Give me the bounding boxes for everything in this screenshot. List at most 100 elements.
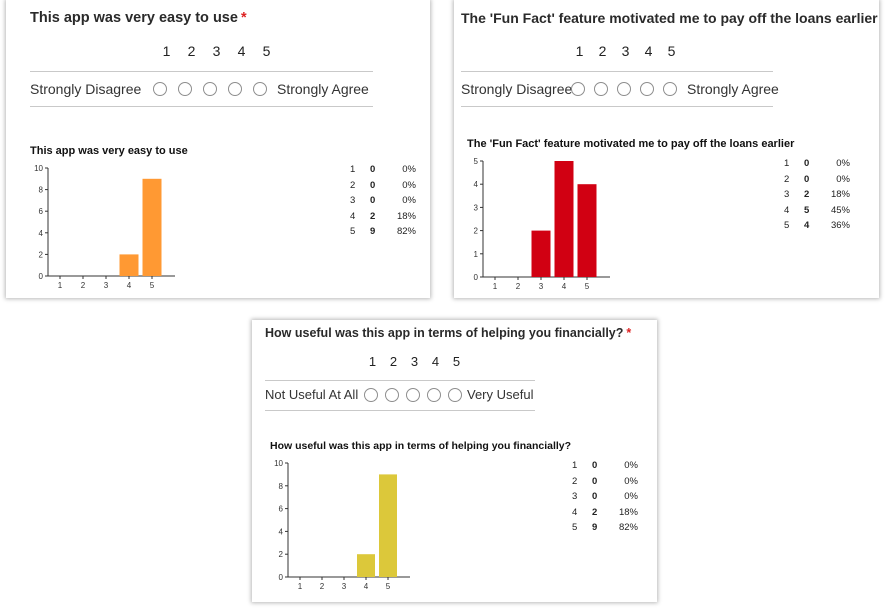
scale-number: 5 (667, 43, 676, 59)
bar (357, 554, 375, 577)
stats-count: 9 (592, 522, 598, 534)
stats-percent: 0% (402, 179, 416, 191)
stats-percent: 0% (402, 164, 416, 176)
bar (554, 161, 574, 277)
radio-option-2[interactable] (594, 82, 608, 96)
divider (461, 71, 773, 72)
stats-table: 1 0 0% 2 0 0% 3 0 0% 4 2 18% 5 9 82% (572, 458, 638, 536)
y-tick-label: 0 (474, 273, 479, 282)
stats-option: 1 (784, 158, 790, 170)
radio-option-3[interactable] (203, 82, 217, 96)
stats-row: 2 0 0% (572, 474, 638, 490)
radio-option-1[interactable] (571, 82, 585, 96)
scale-number: 3 (212, 43, 221, 59)
radio-option-1[interactable] (364, 388, 378, 402)
scale-number: 2 (187, 43, 196, 59)
scale-low-label: Strongly Disagree (461, 81, 573, 97)
radio-option-4[interactable] (640, 82, 654, 96)
radio-option-3[interactable] (406, 388, 420, 402)
y-tick-label: 4 (39, 229, 44, 238)
bar (379, 474, 397, 577)
stats-option: 2 (350, 179, 356, 191)
stats-percent: 82% (618, 522, 638, 534)
y-tick-label: 8 (39, 186, 44, 195)
stats-option: 3 (572, 491, 578, 503)
stats-percent: 82% (396, 226, 416, 238)
y-tick-label: 10 (274, 459, 283, 468)
stats-count: 2 (370, 210, 376, 222)
stats-count: 9 (370, 226, 376, 238)
stats-count: 0 (592, 475, 598, 487)
stats-table: 1 0 0% 2 0 0% 3 0 0% 4 2 18% 5 9 82% (350, 162, 416, 240)
stats-percent: 0% (402, 195, 416, 207)
radio-option-4[interactable] (228, 82, 242, 96)
stats-row: 4 2 18% (350, 209, 416, 225)
required-mark: * (240, 10, 247, 26)
radio-option-4[interactable] (427, 388, 441, 402)
stats-row: 2 0 0% (784, 172, 850, 188)
stats-count: 4 (804, 220, 810, 232)
y-tick-label: 8 (279, 482, 284, 491)
divider (30, 71, 373, 72)
y-tick-label: 1 (474, 250, 479, 259)
question-title: How useful was this app in terms of help… (265, 326, 631, 340)
scale-number: 1 (575, 43, 584, 59)
bar (531, 230, 551, 277)
required-mark: * (626, 326, 632, 340)
stats-option: 5 (784, 220, 790, 232)
radio-option-2[interactable] (385, 388, 399, 402)
y-tick-label: 4 (279, 527, 284, 536)
stats-percent: 45% (830, 204, 850, 216)
y-tick-label: 2 (279, 550, 284, 559)
stats-option: 2 (572, 475, 578, 487)
y-tick-label: 0 (39, 272, 44, 281)
stats-row: 5 9 82% (572, 520, 638, 536)
stats-percent: 18% (618, 506, 638, 518)
stats-option: 5 (572, 522, 578, 534)
stats-row: 2 0 0% (350, 178, 416, 194)
radio-option-5[interactable] (253, 82, 267, 96)
radio-option-3[interactable] (617, 82, 631, 96)
chart-title: This app was very easy to use (30, 145, 188, 157)
chart-title: The 'Fun Fact' feature motivated me to p… (467, 138, 795, 150)
stats-percent: 18% (396, 210, 416, 222)
x-tick-label: 1 (493, 282, 498, 291)
radio-option-1[interactable] (153, 82, 167, 96)
stats-row: 3 2 18% (784, 187, 850, 203)
x-tick-label: 3 (342, 582, 347, 591)
radio-option-2[interactable] (178, 82, 192, 96)
scale-number: 1 (162, 43, 171, 59)
stats-count: 0 (804, 158, 810, 170)
stats-row: 3 0 0% (350, 193, 416, 209)
stats-row: 4 2 18% (572, 505, 638, 521)
question-card-fun-fact: The 'Fun Fact' feature motivated me to p… (454, 0, 879, 298)
stats-option: 3 (784, 189, 790, 201)
x-tick-label: 4 (364, 582, 369, 591)
y-tick-label: 6 (279, 505, 284, 514)
radio-option-5[interactable] (448, 388, 462, 402)
y-tick-label: 10 (34, 164, 43, 173)
x-tick-label: 3 (104, 281, 109, 290)
stats-count: 0 (370, 164, 376, 176)
stats-percent: 18% (830, 189, 850, 201)
scale-number: 4 (644, 43, 653, 59)
stats-option: 4 (350, 210, 356, 222)
question-title: The 'Fun Fact' feature motivated me to p… (461, 10, 879, 26)
divider (30, 106, 373, 107)
y-tick-label: 5 (474, 157, 479, 166)
bar (119, 254, 139, 276)
bar-chart: 0 1 2 3 4 5 1 2 3 4 5 (474, 157, 610, 291)
bar (577, 184, 597, 277)
x-tick-label: 3 (539, 282, 544, 291)
y-tick-label: 2 (39, 250, 44, 259)
scale-high-label: Very Useful (467, 387, 534, 402)
radio-option-5[interactable] (663, 82, 677, 96)
scale-number: 5 (262, 43, 271, 59)
stats-percent: 0% (836, 158, 850, 170)
stats-count: 0 (804, 173, 810, 185)
y-tick-label: 2 (474, 227, 479, 236)
